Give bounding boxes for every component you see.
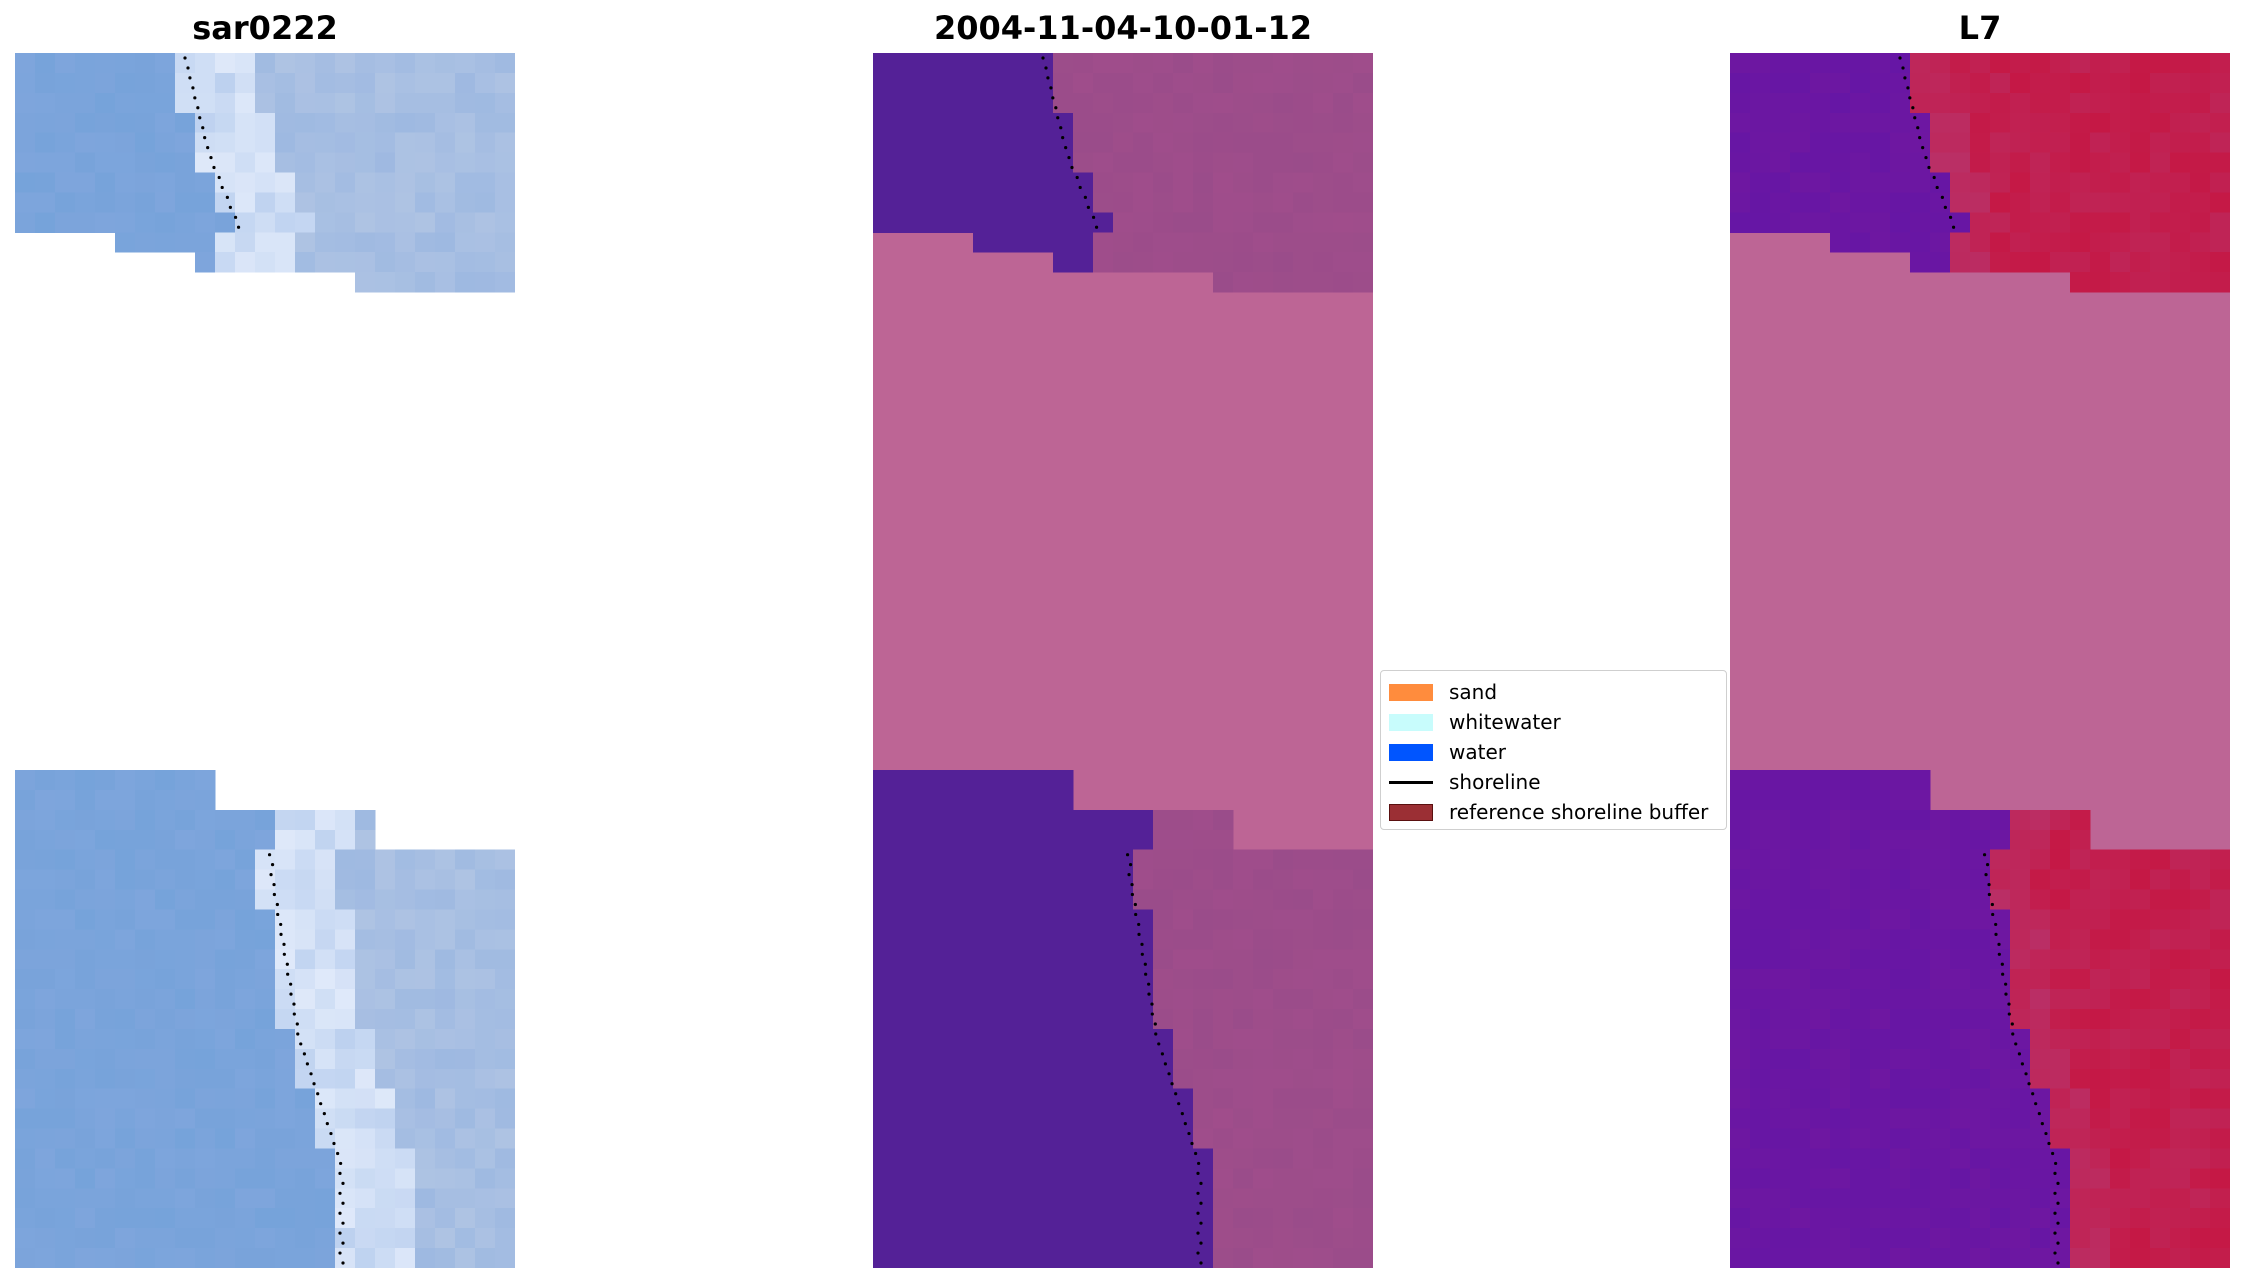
legend-item-sand: sand	[1389, 677, 1718, 707]
legend-label-sand: sand	[1449, 680, 1498, 704]
classified-image-panel	[873, 53, 1373, 1268]
panel-title-index: L7	[1958, 9, 2002, 47]
classified-image	[873, 53, 1373, 1268]
legend-label-shoreline: shoreline	[1449, 770, 1541, 794]
legend-item-water: water	[1389, 737, 1718, 767]
whitewater-swatch	[1389, 713, 1433, 731]
water-swatch	[1389, 743, 1433, 761]
rgb-image	[15, 53, 515, 1268]
rgb-image-panel	[15, 53, 515, 1268]
panel-title-classified: 2004-11-04-10-01-12	[933, 9, 1313, 47]
legend-item-shoreline: shoreline	[1389, 767, 1718, 797]
shoreline-line-swatch	[1389, 780, 1433, 784]
legend-label-whitewater: whitewater	[1449, 710, 1561, 734]
legend: sand whitewater water shoreline referenc…	[1380, 670, 1727, 830]
index-image-panel	[1730, 53, 2230, 1268]
legend-label-reference-buffer: reference shoreline buffer	[1449, 800, 1709, 824]
index-image	[1730, 53, 2230, 1268]
legend-item-whitewater: whitewater	[1389, 707, 1718, 737]
panel-title-rgb: sar0222	[192, 9, 338, 47]
reference-buffer-swatch	[1389, 803, 1433, 821]
legend-label-water: water	[1449, 740, 1506, 764]
sand-swatch	[1389, 683, 1433, 701]
legend-item-reference-buffer: reference shoreline buffer	[1389, 797, 1718, 827]
